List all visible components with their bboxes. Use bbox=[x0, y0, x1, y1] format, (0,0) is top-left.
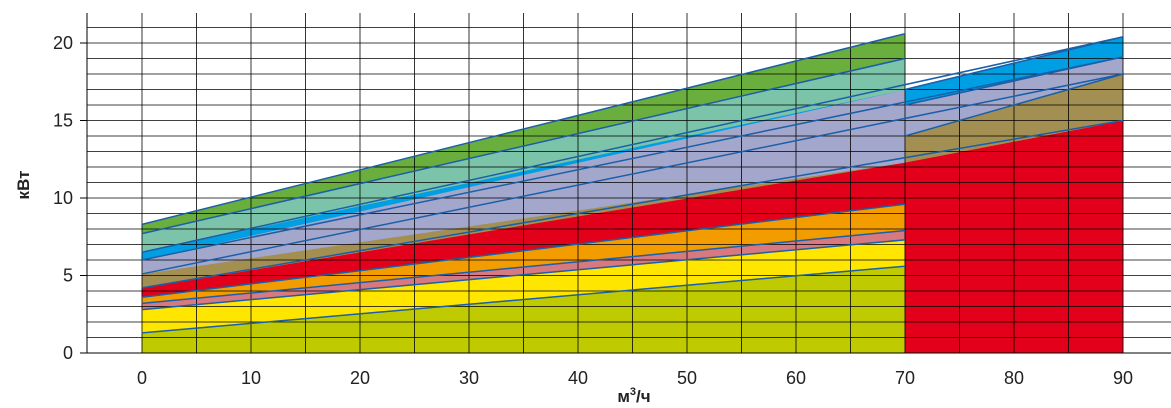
y-tick-label: 10 bbox=[53, 188, 73, 208]
x-axis-title-base: м bbox=[617, 387, 630, 406]
boundary-line-6 bbox=[141, 56, 1124, 261]
x-tick-label: 50 bbox=[677, 368, 697, 388]
boundary-line-9 bbox=[141, 32, 906, 226]
boundary-line-11 bbox=[904, 56, 1124, 106]
boundary-lines bbox=[141, 32, 1124, 334]
boundary-line-7 bbox=[141, 36, 1124, 253]
x-axis-title-tail: /ч bbox=[636, 387, 651, 406]
boundary-line-3 bbox=[141, 203, 906, 298]
x-tick-label: 30 bbox=[459, 368, 479, 388]
y-tick-label: 20 bbox=[53, 33, 73, 53]
boundary-line-0 bbox=[141, 265, 906, 334]
x-tick-label: 40 bbox=[568, 368, 588, 388]
x-tick-label: 80 bbox=[1004, 368, 1024, 388]
boundary-line-1 bbox=[141, 239, 906, 311]
y-tick-label: 15 bbox=[53, 111, 73, 131]
y-axis-title: кВт bbox=[14, 171, 33, 200]
boundary-line-2 bbox=[141, 229, 906, 305]
x-axis-title: м3/ч bbox=[617, 386, 650, 406]
x-tick-label: 0 bbox=[137, 368, 147, 388]
boundary-line-5 bbox=[141, 73, 1124, 275]
boundary-line-8 bbox=[141, 57, 906, 235]
x-tick-label: 20 bbox=[350, 368, 370, 388]
boundary-line-4 bbox=[141, 119, 1124, 289]
x-tick-label: 70 bbox=[895, 368, 915, 388]
y-tick-label: 0 bbox=[63, 343, 73, 363]
x-tick-label: 10 bbox=[241, 368, 261, 388]
tick-labels: 0 10 20 30 40 50 60 70 80 90 0 5 10 15 20 bbox=[53, 33, 1133, 388]
x-tick-label: 60 bbox=[786, 368, 806, 388]
boundary-line-10 bbox=[904, 73, 1124, 137]
grid bbox=[80, 13, 1171, 354]
x-axis-title-sup: 3 bbox=[630, 386, 636, 398]
y-tick-label: 5 bbox=[63, 266, 73, 286]
boundary-line-12 bbox=[904, 36, 1124, 91]
x-tick-label: 90 bbox=[1113, 368, 1133, 388]
